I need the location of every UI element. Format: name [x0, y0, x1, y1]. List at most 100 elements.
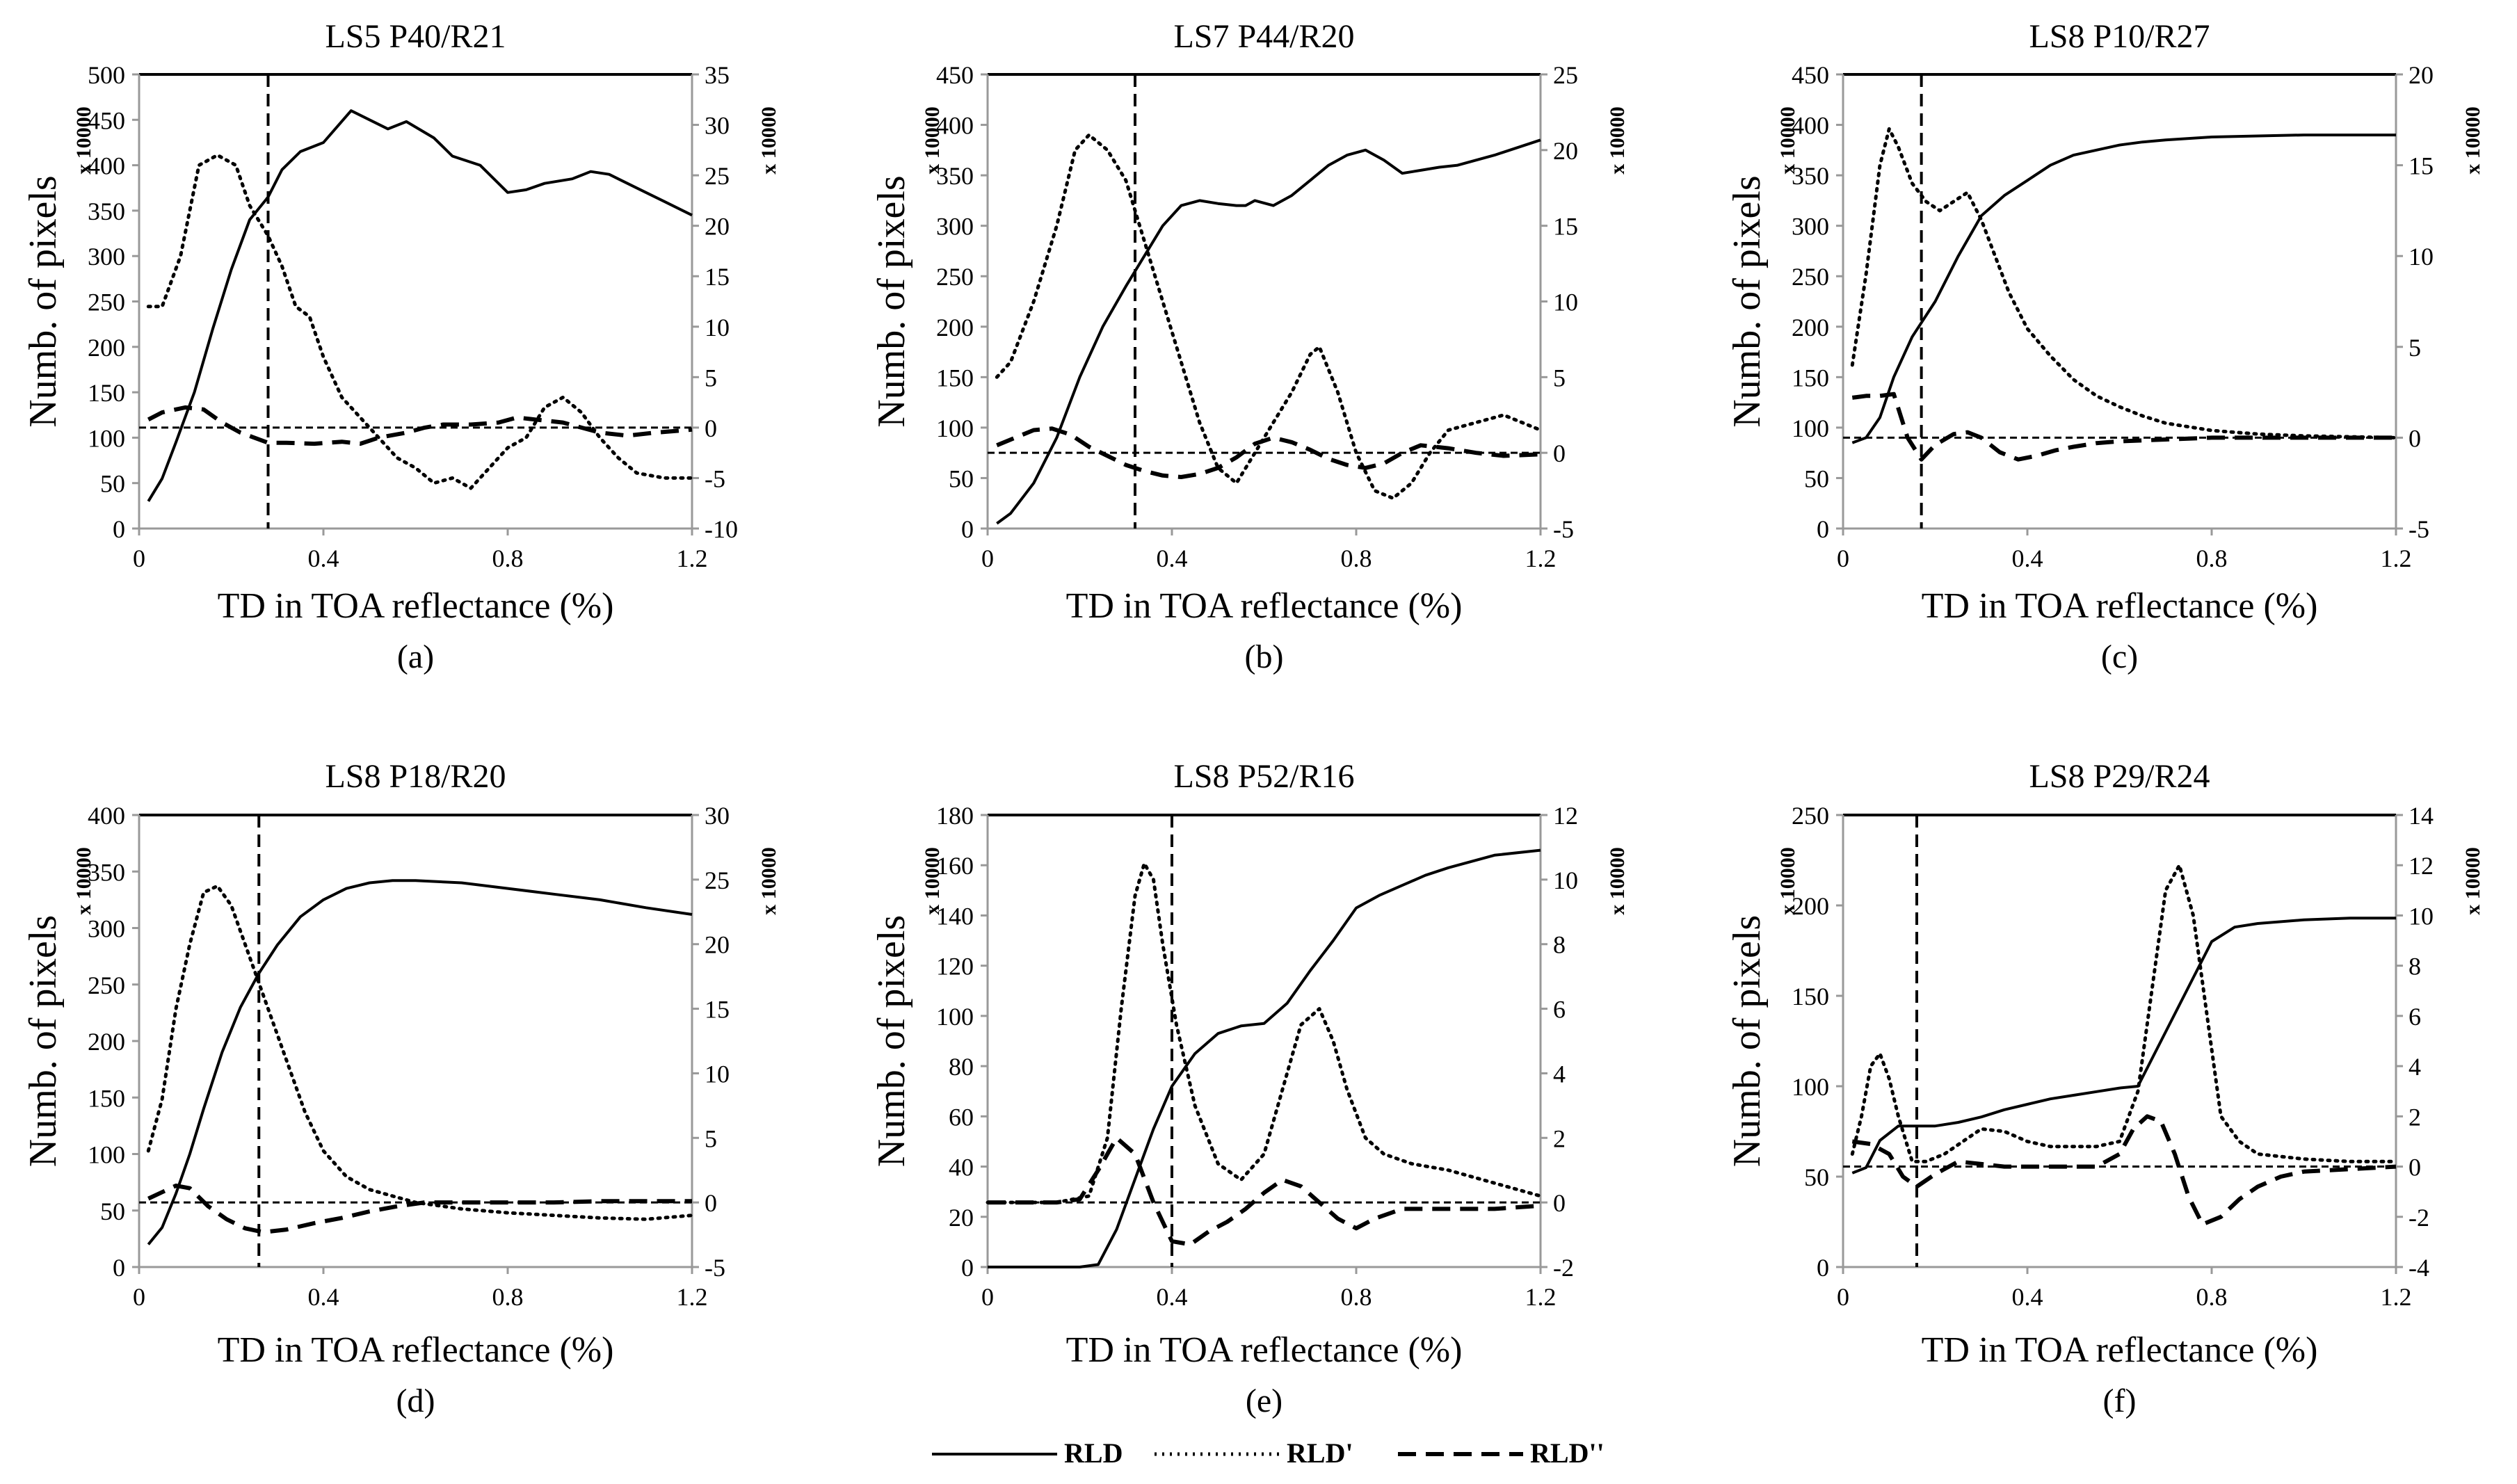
left-axis-unit: x 10000 — [921, 106, 944, 175]
left-tick-label: 80 — [949, 1053, 974, 1081]
left-tick-label: 50 — [100, 470, 125, 498]
right-axis-unit: x 10000 — [1606, 106, 1629, 175]
left-tick-label: 20 — [949, 1204, 974, 1232]
right-tick-label: 15 — [705, 263, 730, 291]
left-tick-label: 150 — [1792, 983, 1829, 1010]
series-line-rld-double-prime — [1851, 392, 2396, 462]
left-tick-label: 500 — [88, 61, 125, 89]
x-tick-label: 0 — [133, 1283, 145, 1311]
right-tick-label: -2 — [2409, 1204, 2429, 1232]
series-line-rld-double-prime — [147, 1184, 692, 1234]
x-tick-label: 0.8 — [1341, 1283, 1372, 1311]
left-tick-label: 200 — [88, 1028, 125, 1056]
y-axis-label: Numb. of pixels — [22, 915, 65, 1167]
left-tick-label: 200 — [936, 314, 974, 341]
left-tick-label: 200 — [1792, 314, 1829, 341]
right-tick-label: 0 — [1553, 439, 1566, 467]
chart-panel: LS7 P44/R20050100150200250300350400450-5… — [870, 18, 1629, 675]
right-tick-label: -10 — [705, 515, 738, 543]
series-line-rld-prime — [1850, 127, 2398, 439]
right-tick-label: 25 — [705, 866, 730, 894]
x-axis-label: TD in TOA reflectance (%) — [1066, 1330, 1463, 1370]
left-tick-label: 0 — [961, 515, 974, 543]
right-tick-label: 5 — [705, 364, 717, 392]
left-tick-label: 450 — [1792, 61, 1829, 89]
chart-panel: LS8 P29/R24 0 50 100 150 200 250 -4 -2 0 2 4 6 8 10 12 1… — [1726, 758, 2484, 1419]
x-axis-label: TD in TOA reflectance (%) — [1066, 586, 1463, 626]
left-tick-label: 50 — [1804, 1163, 1829, 1191]
left-tick-label: 0 — [961, 1254, 974, 1282]
left-tick-label: 150 — [88, 1084, 125, 1112]
panel-label: (e) — [1246, 1382, 1282, 1419]
left-axis-unit: x 10000 — [1776, 106, 1799, 175]
x-axis-label: TD in TOA reflectance (%) — [218, 586, 614, 626]
right-tick-label: 2 — [1553, 1124, 1566, 1152]
x-tick-label: 0 — [981, 545, 994, 572]
y-axis-label: Numb. of pixels — [870, 915, 913, 1167]
right-tick-label: 6 — [1553, 996, 1566, 1024]
left-tick-label: 140 — [936, 902, 974, 930]
right-tick-label: 10 — [2409, 902, 2434, 930]
series-line-rld-double-prime — [996, 426, 1541, 479]
left-tick-label: 350 — [1792, 162, 1829, 190]
right-tick-label: 30 — [705, 112, 730, 140]
right-tick-label: 4 — [1553, 1060, 1566, 1088]
left-axis-unit: x 10000 — [72, 847, 95, 915]
right-tick-label: 20 — [1553, 137, 1578, 165]
chart-panel: LS8 P52/R16020406080100120140160180-2024… — [870, 758, 1629, 1419]
right-tick-label: -5 — [1553, 515, 1574, 543]
chart-title: LS8 P52/R16 — [1173, 758, 1354, 795]
right-tick-label: 6 — [2409, 1003, 2421, 1031]
x-tick-label: 0.8 — [492, 1283, 524, 1311]
right-tick-label: 0 — [705, 414, 717, 442]
right-tick-label: 12 — [1553, 802, 1578, 830]
right-tick-label: 5 — [1553, 364, 1566, 392]
chart-panel: LS8 P18/R20050100150200250300350400-5051… — [22, 758, 780, 1419]
right-axis-unit: x 10000 — [757, 847, 780, 915]
right-tick-label: 15 — [1553, 213, 1578, 241]
chart-title: LS7 P44/R20 — [1173, 18, 1354, 55]
x-tick-label: 1.2 — [1525, 1283, 1557, 1311]
chart-title: LS8 P18/R20 — [325, 758, 506, 795]
series-line-rld-prime — [146, 153, 694, 490]
x-tick-label: 1.2 — [1525, 545, 1557, 572]
x-tick-label: 0.4 — [1157, 1283, 1188, 1311]
right-tick-label: 10 — [1553, 289, 1578, 316]
series-line-rld-prime — [995, 133, 1543, 500]
left-tick-label: 350 — [88, 197, 125, 225]
left-tick-label: 100 — [936, 414, 974, 442]
chart-title: LS5 P40/R21 — [325, 18, 506, 55]
x-tick-label: 0.8 — [2196, 1283, 2228, 1311]
right-tick-label: 0 — [2409, 1154, 2421, 1181]
x-tick-label: 1.2 — [2381, 545, 2412, 572]
panel-label: (c) — [2101, 638, 2138, 675]
right-tick-label: -4 — [2409, 1254, 2429, 1282]
right-tick-label: 35 — [705, 61, 730, 89]
x-tick-label: 0 — [1837, 1283, 1849, 1311]
legend: RLD RLD' RLD'' — [932, 1437, 1605, 1469]
left-axis-unit: x 10000 — [1776, 847, 1799, 915]
left-axis-unit: x 10000 — [72, 106, 95, 175]
panel-label: (a) — [397, 638, 434, 675]
series-line-rld-prime — [146, 884, 694, 1221]
x-tick-label: 0 — [133, 545, 145, 572]
right-tick-label: 5 — [2409, 334, 2421, 362]
left-tick-label: 40 — [949, 1154, 974, 1181]
left-tick-label: 400 — [1792, 112, 1829, 140]
right-axis-unit: x 10000 — [2461, 106, 2484, 175]
series-line-rld — [147, 879, 693, 1245]
left-tick-label: 150 — [88, 379, 125, 407]
x-tick-label: 1.2 — [677, 1283, 708, 1311]
x-tick-label: 1.2 — [677, 545, 708, 572]
x-tick-label: 0 — [1837, 545, 1849, 572]
left-tick-label: 120 — [936, 953, 974, 981]
left-tick-label: 300 — [936, 213, 974, 241]
left-tick-label: 450 — [936, 61, 974, 89]
x-tick-label: 0.8 — [2196, 545, 2228, 572]
left-axis-unit: x 10000 — [921, 847, 944, 915]
left-tick-label: 200 — [1792, 892, 1829, 920]
right-axis-unit: x 10000 — [757, 106, 780, 175]
right-tick-label: -5 — [2409, 515, 2429, 543]
right-tick-label: 0 — [2409, 424, 2421, 452]
x-axis-label: TD in TOA reflectance (%) — [218, 1330, 614, 1370]
